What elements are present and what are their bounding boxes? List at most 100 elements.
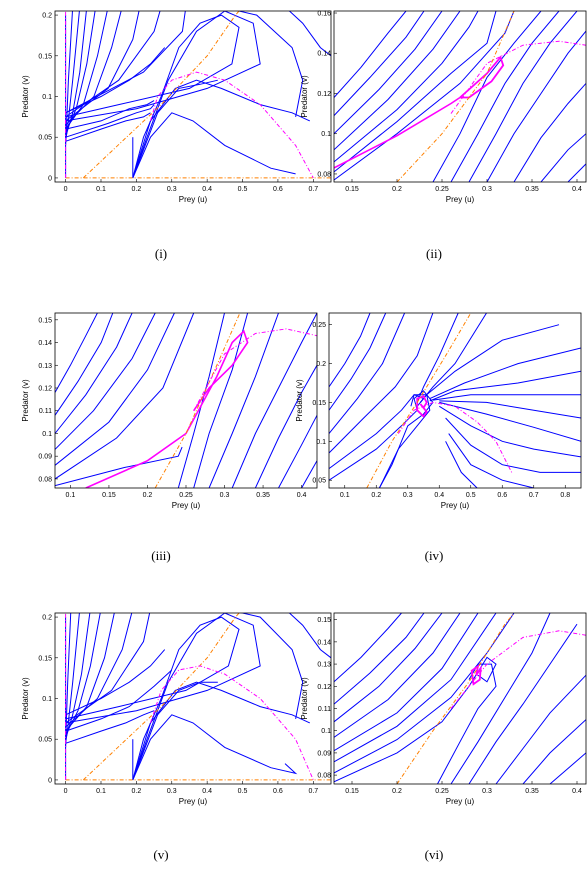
x-tick-label: 0.4 [297,492,307,499]
y-axis-label: Predator (v) [21,379,30,422]
y-tick-label: 0.1 [42,94,52,101]
trajectory-line [439,400,581,419]
nullcline-line [396,11,515,182]
y-tick-label: 0.2 [316,361,326,368]
trajectory-line [334,613,479,752]
trajectory-line [65,11,186,114]
y-tick-label: 0.08 [317,773,331,780]
x-tick-label: 0.25 [179,492,193,499]
y-tick-label: 0.1 [42,431,52,438]
trajectory-line [65,613,115,732]
trajectory-line [65,47,166,114]
trajectory-line [65,11,140,122]
nullcline-line [150,665,314,781]
y-tick-label: 0 [48,777,52,784]
x-tick-label: 0.2 [392,186,402,193]
trajectory-line [549,752,586,784]
trajectory-line [231,313,317,488]
y-tick-label: 0.15 [38,655,52,662]
trajectory-line [240,613,304,719]
trajectory-line [450,11,560,182]
trajectory-line [334,11,407,98]
trajectory-line [65,11,96,134]
trajectory-line [65,613,261,781]
trajectory-line [288,613,331,659]
x-tick-label: 0.2 [143,492,153,499]
trajectory-line [208,313,279,488]
trajectory-line [334,613,425,705]
plot-frame [328,312,582,489]
trajectories [55,313,317,488]
nullcline-line [450,630,586,709]
trajectory-line [334,96,461,169]
chart-iii: 0.1 0.15 0.2 0.25 0.3 0.35 0.4 0.08 0.09 0.1 0.11 0… [21,312,318,510]
trajectory-line [567,163,586,182]
trajectory-line [448,433,534,488]
x-tick-label: 0.6 [273,788,283,795]
trajectory-line [495,674,586,784]
trajectory-line [132,714,298,781]
trajectory-line [334,11,479,163]
x-tick-label: 0.25 [435,186,449,193]
caption-iv: (iv) [424,548,444,563]
y-tick-label: 0.2 [42,615,52,622]
x-tick-label: 0.4 [202,186,212,193]
trajectory-line [132,79,311,179]
x-tick-label: 0.2 [132,186,142,193]
trajectory-line [329,313,434,454]
trajectory-line [65,710,155,744]
y-tick-label: 0.12 [38,386,52,393]
trajectory-line [450,613,551,784]
x-tick-label: 0.2 [371,492,381,499]
y-tick-label: 0.2 [42,13,52,20]
trajectory-line [278,415,317,488]
trajectory-line [55,313,175,466]
nullcline-line [193,328,317,411]
y-tick-label: 0.14 [317,51,331,58]
trajectories [334,613,586,784]
trajectory-line [378,390,434,488]
x-tick-label: 0.15 [102,492,116,499]
caption-v: (v) [153,847,169,862]
trajectory-line [65,11,108,130]
trajectory-line [65,14,240,179]
y-tick-label: 0.1 [321,131,331,138]
panel-v: 0 0.1 0.2 0.3 0.4 0.5 0.6 0.7 0 0.05 0.1 0.15 0.2 Pre… [10,602,332,872]
trajectory-line [65,11,80,142]
trajectory-line [334,613,443,723]
trajectory-line [378,394,431,488]
y-tick-label: 0.13 [317,662,331,669]
trajectory-line [429,370,581,402]
panel-vi: 0.15 0.2 0.25 0.3 0.35 0.4 0.08 0.09 0.1 0.11 0.12… [294,602,587,872]
x-tick-label: 0.1 [96,788,106,795]
x-tick-label: 0.3 [482,186,492,193]
trajectory-line [540,133,586,182]
trajectory-line [334,613,461,738]
trajectory-line [445,417,581,473]
trajectory-line [334,11,443,135]
trajectory-line [429,347,581,400]
x-tick-label: 0 [64,788,68,795]
plot-frame [333,10,587,183]
trajectory-line [329,409,418,481]
trajectory-line [55,313,133,434]
caption-ii: (ii) [426,246,442,261]
panel-iv: 0.1 0.2 0.3 0.4 0.5 0.6 0.7 0.8 0.05 0.1 0.15 0.2 0.… [294,302,584,572]
trajectory-line [445,441,478,488]
x-tick-label: 0.35 [256,492,270,499]
trajectory-line [334,11,515,181]
y-tick-label: 0.05 [38,737,52,744]
trajectory-line [132,112,296,179]
nullcline-line [150,71,314,179]
y-tick-label: 0.13 [38,363,52,370]
chart-i: 0 0.1 0.2 0.3 0.4 0.5 0.6 0.7 0 0.05 0.1 0.15 0.2 Pre… [21,10,332,204]
panel-i: 0 0.1 0.2 0.3 0.4 0.5 0.6 0.7 0 0.05 0.1 0.15 0.2 Pre… [10,0,332,270]
x-tick-label: 0.15 [345,186,359,193]
trajectory-line [334,613,402,683]
trajectory-line [334,613,497,763]
nullcline-line [366,313,472,488]
x-tick-label: 0.1 [96,186,106,193]
x-tick-label: 0.1 [66,492,76,499]
trajectory-line [65,11,73,146]
x-tick-label: 0.3 [482,788,492,795]
